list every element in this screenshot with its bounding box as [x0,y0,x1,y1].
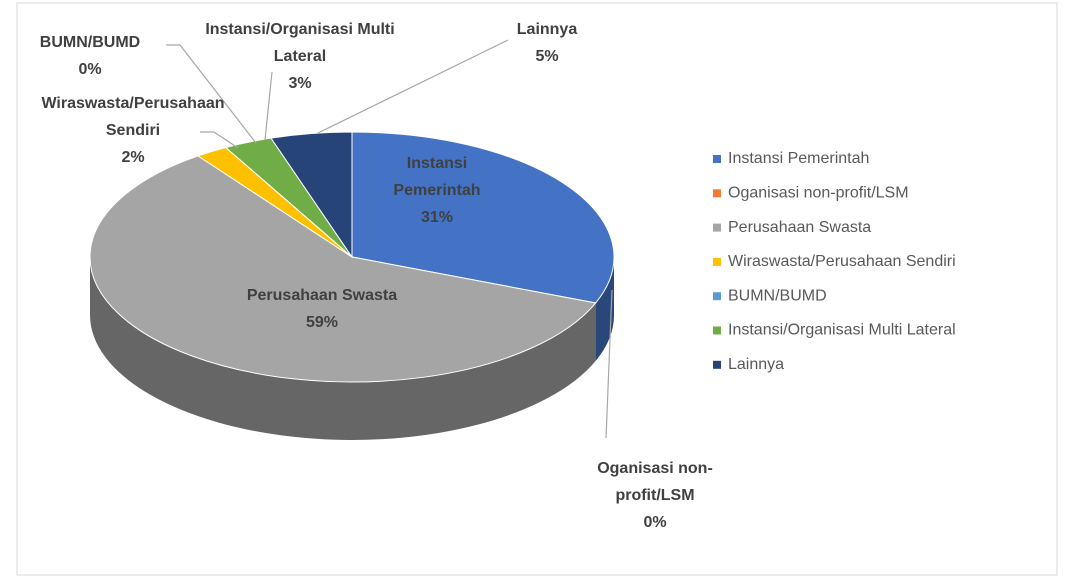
pie-tops [89,131,615,383]
slice [89,155,597,383]
legend-marker [713,155,721,163]
data-label-text: Lainnya 5% [487,16,607,70]
leader-line [264,71,273,141]
legend-label: Lainnya [728,356,784,373]
data-label-text: Oganisasi non-profit/LSM 0% [570,455,740,536]
legend-marker [713,257,721,266]
leader-line [605,289,613,439]
data-label: Wiraswasta/Perusahaan Sendiri 2% [38,90,228,171]
slice [351,131,615,304]
label-category: Lainnya [516,21,578,38]
label-category: Wiraswasta/Perusahaan Sendiri [41,95,225,139]
label-value: 2% [121,149,145,166]
legend-marker [713,326,721,335]
slice [270,131,353,259]
label-category: Oganisasi non-profit/LSM [597,460,713,504]
legend-marker [713,189,721,198]
data-label: Instansi/Organisasi Multi Lateral 3% [200,16,400,97]
label-category: BUMN/BUMD [39,34,141,51]
leader-lines [166,39,613,439]
data-label-text: Wiraswasta/Perusahaan Sendiri 2% [38,90,228,171]
legend-label: Perusahaan Swasta [728,219,871,236]
legend-label: Wiraswasta/Perusahaan Sendiri [728,253,956,270]
data-label: Instansi Pemerintah 31% [372,150,502,231]
label-category: Instansi/Organisasi Multi Lateral [205,21,395,65]
data-label: BUMN/BUMD 0% [10,29,170,83]
data-labels: Instansi Pemerintah 31% Oganisasi non-prof… [10,16,740,536]
legend-label: Instansi/Organisasi Multi Lateral [728,322,956,339]
leader-line [166,44,257,144]
slice-side [90,257,596,441]
legend-marker [713,292,721,301]
leader-line [200,131,239,149]
slice-side [595,257,614,362]
pie-sides [90,257,614,441]
legend-marker [713,360,721,369]
label-value: 3% [288,75,312,92]
data-label: Lainnya 5% [487,16,607,70]
data-label-text: Instansi/Organisasi Multi Lateral 3% [200,16,400,97]
label-value: 0% [78,61,102,78]
data-label: Perusahaan Swasta 59% [202,282,442,336]
leader-line [317,39,509,134]
label-value: 5% [535,48,559,65]
legend-label: Instansi Pemerintah [728,150,869,167]
label-category: Perusahaan Swasta [246,287,398,304]
data-label-text: Instansi Pemerintah 31% [372,150,502,231]
data-label-text: Perusahaan Swasta 59% [202,282,442,336]
label-value: 0% [643,514,667,531]
legend: Instansi Pemerintah Oganisasi non-profit/… [713,150,956,373]
legend-label: BUMN/BUMD [728,287,827,304]
legend-label: Oganisasi non-profit/LSM [728,185,909,202]
data-label: Oganisasi non-profit/LSM 0% [570,455,740,536]
legend-marker [713,223,721,232]
label-value: 59% [305,314,339,331]
data-label-text: BUMN/BUMD 0% [10,29,170,83]
label-category: Instansi Pemerintah [393,155,481,199]
label-value: 31% [420,209,454,226]
